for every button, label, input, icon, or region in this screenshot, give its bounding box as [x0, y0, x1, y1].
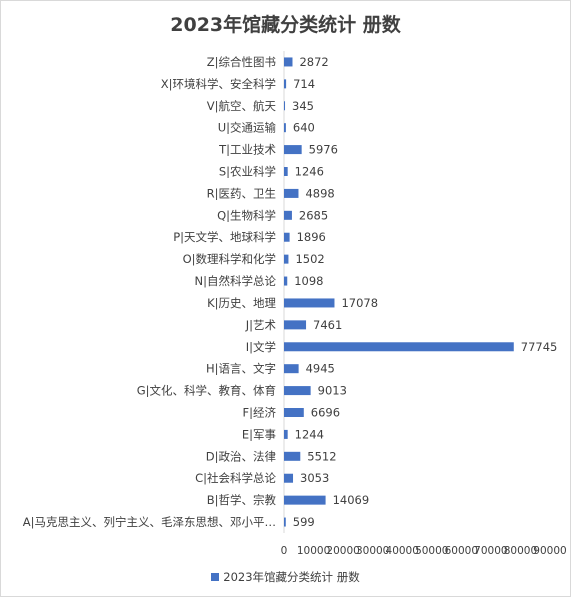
category-label: F|经济 [243, 406, 277, 420]
bar [284, 57, 293, 67]
bar [284, 342, 514, 352]
data-label: 9013 [318, 384, 347, 398]
category-label: P|天文学、地球科学 [173, 230, 276, 244]
category-label: E|军事 [242, 427, 276, 441]
category-label: Q|生物科学 [217, 208, 276, 222]
legend-label: 2023年馆藏分类统计 册数 [223, 570, 360, 584]
category-label: C|社会科学总论 [195, 471, 276, 485]
category-label: D|政治、法律 [206, 449, 277, 463]
x-tick-label: 30000 [356, 545, 389, 557]
data-label: 14069 [333, 493, 370, 507]
data-label: 1896 [297, 230, 326, 244]
data-label: 1244 [295, 427, 324, 441]
x-tick-label: 80000 [504, 545, 537, 557]
category-label: R|医药、卫生 [207, 186, 276, 200]
bar [284, 167, 288, 176]
category-label: G|文化、科学、教育、体育 [137, 384, 276, 398]
chart-title: 2023年馆藏分类统计 册数 [170, 14, 401, 36]
data-label: 2685 [299, 208, 328, 222]
data-label: 640 [293, 121, 315, 135]
bar [284, 232, 290, 242]
data-label: 3053 [300, 471, 329, 485]
category-label: V|航空、航天 [207, 99, 277, 113]
data-label: 5976 [309, 143, 338, 157]
category-label: S|农业科学 [219, 165, 276, 179]
x-tick-label: 70000 [474, 545, 507, 557]
bar [284, 320, 307, 330]
bar [284, 517, 286, 527]
legend: 2023年馆藏分类统计 册数 [0, 569, 571, 585]
data-label: 17078 [341, 296, 378, 310]
category-label: K|历史、地理 [207, 296, 276, 310]
x-tick-label: 90000 [533, 545, 566, 557]
category-label: B|哲学、宗教 [207, 493, 277, 507]
data-label: 714 [293, 77, 315, 91]
data-label: 6696 [311, 406, 340, 420]
x-tick-label: 20000 [326, 545, 359, 557]
bar [284, 386, 311, 396]
data-label: 1246 [295, 165, 324, 179]
data-label: 1502 [295, 252, 324, 266]
category-label: H|语言、文字 [206, 362, 276, 376]
legend-swatch [211, 573, 220, 581]
bar [284, 364, 299, 374]
x-tick-label: 10000 [297, 545, 330, 557]
bar [284, 429, 288, 439]
category-label: T|工业技术 [218, 143, 276, 157]
category-label: Z|综合性图书 [207, 55, 276, 69]
category-label: N|自然科学总论 [195, 274, 277, 288]
data-label: 5512 [307, 449, 336, 463]
bar [284, 298, 335, 308]
bar [284, 210, 292, 220]
bar [284, 79, 287, 89]
data-label: 345 [292, 99, 314, 113]
data-label: 1098 [294, 274, 323, 288]
x-tick-label: 40000 [386, 545, 419, 557]
bar [284, 473, 294, 483]
bar [284, 101, 286, 111]
data-label: 4945 [306, 362, 335, 376]
bar [284, 408, 304, 417]
category-label: X|环境科学、安全科学 [161, 77, 276, 91]
bar [284, 495, 326, 505]
bar [284, 123, 286, 133]
category-label: I|文学 [246, 340, 276, 354]
data-label: 77745 [521, 340, 558, 354]
bar [284, 451, 301, 461]
data-label: 4898 [305, 186, 334, 200]
x-tick-label: 60000 [445, 545, 478, 557]
bar [284, 145, 302, 155]
category-label: A|马克思主义、列宁主义、毛泽东思想、邓小平… [23, 515, 276, 529]
bar [284, 188, 299, 198]
data-label: 599 [293, 515, 315, 529]
data-label: 2872 [299, 55, 328, 69]
x-tick-label: 50000 [415, 545, 448, 557]
bar [284, 276, 288, 286]
category-label: O|数理科学和化学 [183, 252, 276, 266]
category-label: J|艺术 [245, 318, 277, 332]
category-label: U|交通运输 [218, 121, 277, 135]
x-tick-label: 0 [281, 545, 288, 557]
data-label: 7461 [313, 318, 342, 332]
bar [284, 254, 289, 264]
